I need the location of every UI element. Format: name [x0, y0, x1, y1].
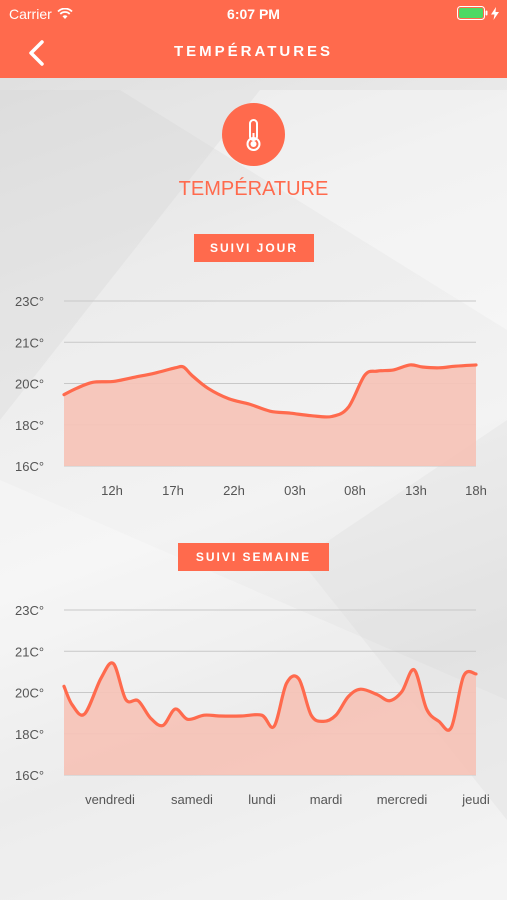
battery-icon	[457, 6, 488, 20]
section-title: TEMPÉRATURE	[178, 178, 329, 200]
navigation-bar: TEMPÉRATURES	[0, 28, 507, 78]
y-tick-label: 23C°	[15, 294, 44, 309]
carrier-indicator: Carrier	[9, 6, 73, 22]
x-tick-label: 17h	[162, 483, 184, 498]
x-tick-label: vendredi	[85, 792, 135, 807]
y-tick-label: 18C°	[15, 727, 44, 742]
x-tick-label: 08h	[344, 483, 366, 498]
x-tick-label: mardi	[310, 792, 343, 807]
battery-indicator	[457, 6, 499, 20]
thermometer-icon	[246, 119, 261, 151]
y-tick-label: 21C°	[15, 335, 44, 350]
status-bar: Carrier 6:07 PM	[0, 0, 507, 28]
weekly-chart: 23C° 21C° 20C° 18C° 16C° vendredi samedi lundi m…	[0, 594, 507, 819]
page-title: TEMPÉRATURES	[173, 43, 334, 60]
x-tick-label: mercredi	[377, 792, 428, 807]
series-area	[64, 662, 476, 775]
clock: 6:07 PM	[227, 6, 280, 22]
y-tick-label: 18C°	[15, 418, 44, 433]
x-tick-label: lundi	[248, 792, 276, 807]
series-line	[62, 363, 478, 419]
x-tick-label: 22h	[223, 483, 245, 498]
weekly-chart-title: SUIVI SEMAINE	[178, 543, 329, 571]
carrier-label: Carrier	[9, 6, 52, 22]
y-tick-label: 23C°	[15, 603, 44, 618]
y-tick-label: 16C°	[15, 768, 44, 783]
x-tick-label: samedi	[171, 792, 213, 807]
y-tick-label: 21C°	[15, 644, 44, 659]
series-area	[64, 364, 476, 466]
wifi-icon	[57, 8, 73, 19]
y-tick-label: 20C°	[15, 377, 44, 392]
x-tick-label: 03h	[284, 483, 306, 498]
x-tick-label: jeudi	[461, 792, 490, 807]
series-line	[62, 661, 478, 732]
charging-bolt-icon	[491, 6, 499, 20]
y-tick-label: 16C°	[15, 459, 44, 474]
back-button[interactable]	[22, 38, 52, 68]
chevron-left-icon	[29, 40, 44, 66]
x-tick-label: 13h	[405, 483, 427, 498]
hero-badge	[222, 103, 285, 166]
x-tick-label: 12h	[101, 483, 123, 498]
x-tick-label: 18h	[465, 483, 487, 498]
daily-chart: 23C° 21C° 20C° 18C° 16C° 12h 17h 22h 03h 08h 13h 18…	[0, 285, 507, 510]
daily-chart-title: SUIVI JOUR	[194, 234, 314, 262]
y-tick-label: 20C°	[15, 686, 44, 701]
